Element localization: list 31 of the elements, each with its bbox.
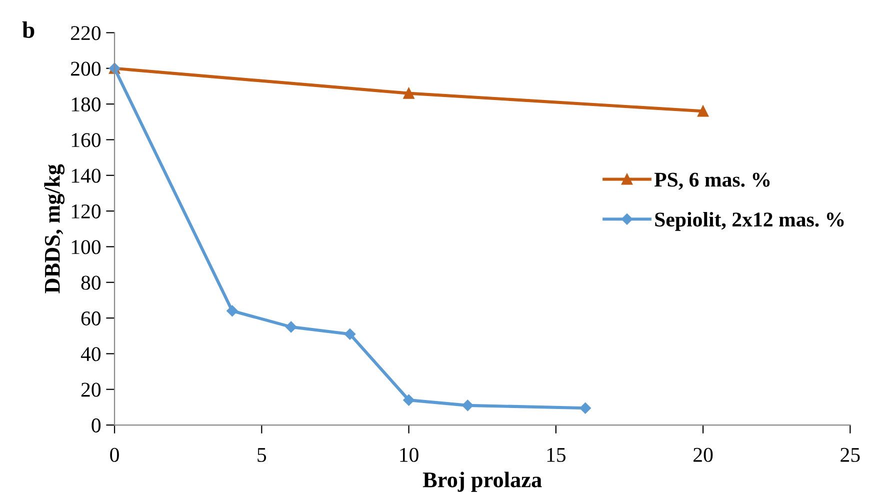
y-tick-label: 100 bbox=[72, 240, 101, 254]
point bbox=[226, 305, 238, 317]
x-axis-title: Broj prolaza bbox=[422, 472, 542, 492]
y-tick-label: 160 bbox=[72, 133, 101, 148]
y-axis-title: DBDS, mg/kg bbox=[44, 164, 65, 294]
text: b bbox=[22, 21, 34, 38]
point bbox=[403, 88, 414, 99]
point bbox=[580, 402, 591, 414]
legend-label: PS, 6 mas. % bbox=[654, 172, 770, 190]
y-tick-label: 180 bbox=[72, 97, 101, 112]
point bbox=[462, 400, 474, 412]
y-tick-label: 0 bbox=[92, 418, 101, 432]
y-tick-label: 120 bbox=[72, 204, 101, 218]
y-tick-label: 220 bbox=[71, 26, 101, 40]
x-tick-label: 25 bbox=[840, 448, 860, 462]
point bbox=[285, 321, 297, 333]
y-tick-label: 200 bbox=[71, 62, 101, 76]
y-tick-label: 80 bbox=[81, 276, 101, 290]
y-tick-label: 140 bbox=[72, 168, 101, 183]
point bbox=[344, 328, 356, 340]
x-tick-label: 20 bbox=[694, 448, 713, 462]
legend-label: Sepiolit, 2x12 mas. % bbox=[655, 212, 844, 231]
y-tick-label: 40 bbox=[80, 347, 101, 362]
x-tick-label: 5 bbox=[258, 448, 266, 462]
point bbox=[403, 394, 414, 406]
x-tick-label: 10 bbox=[400, 448, 418, 462]
point bbox=[697, 106, 709, 117]
y-tick-label: 20 bbox=[81, 382, 101, 397]
x-tick-label: 0 bbox=[110, 448, 119, 462]
y-tick-label: 60 bbox=[81, 311, 101, 326]
x-tick-label: 15 bbox=[547, 448, 566, 462]
